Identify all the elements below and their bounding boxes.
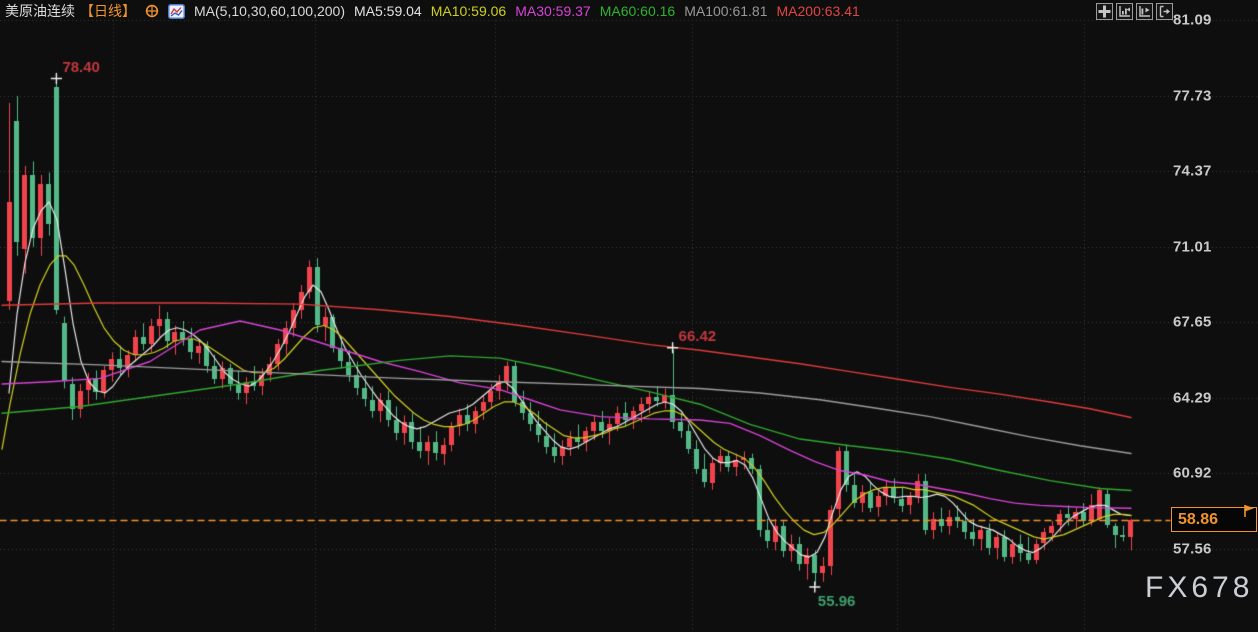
- ma30-value: MA30:59.37: [515, 3, 591, 19]
- pan-icon[interactable]: [1096, 3, 1113, 20]
- y-axis-label: 60.92: [1173, 464, 1212, 482]
- current-price-label: 58.86: [1171, 506, 1257, 532]
- y-axis-label: 74.37: [1173, 162, 1212, 180]
- fit-left-icon[interactable]: [1116, 3, 1133, 20]
- y-axis-label: 77.73: [1173, 87, 1212, 105]
- chart-header: 美原油连续 【日线】 MA(5,10,30,60,100,200) MA5:59…: [0, 0, 1258, 22]
- ma100-value: MA100:61.81: [684, 3, 768, 19]
- ma5-value: MA5:59.04: [354, 3, 422, 19]
- crosshair-target-icon[interactable]: [145, 4, 159, 18]
- y-axis-label: 71.01: [1173, 238, 1212, 256]
- indicator-chart-icon[interactable]: [168, 3, 185, 19]
- ma10-value: MA10:59.06: [430, 3, 507, 19]
- shift-right-icon[interactable]: [1156, 3, 1173, 20]
- symbol-name[interactable]: 美原油连续: [5, 3, 75, 19]
- y-axis-label: 57.56: [1173, 540, 1212, 558]
- ma200-value: MA200:63.41: [776, 3, 860, 19]
- price-flag-icon[interactable]: [1243, 504, 1255, 523]
- ma-settings-label: MA(5,10,30,60,100,200): [194, 3, 345, 19]
- y-axis-label: 67.65: [1173, 313, 1212, 331]
- y-axis-label: 64.29: [1173, 389, 1212, 407]
- ma60-value: MA60:60.16: [599, 3, 676, 19]
- fit-right-icon[interactable]: [1136, 3, 1153, 20]
- fx678-watermark: FX678: [1145, 571, 1254, 604]
- period-tab-daily[interactable]: 【日线】: [80, 3, 136, 19]
- chart-toolbar: [1096, 3, 1173, 20]
- y-axis-label: 81.09: [1173, 11, 1212, 29]
